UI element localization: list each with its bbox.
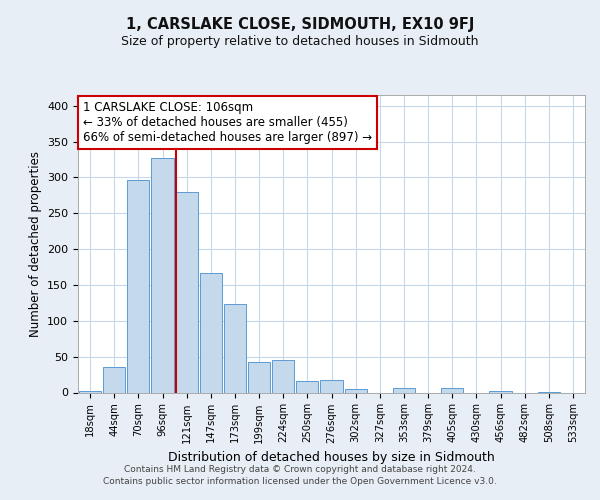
Bar — [248, 362, 270, 392]
Bar — [151, 158, 173, 392]
Bar — [127, 180, 149, 392]
Text: 1 CARSLAKE CLOSE: 106sqm
← 33% of detached houses are smaller (455)
66% of semi-: 1 CARSLAKE CLOSE: 106sqm ← 33% of detach… — [83, 101, 372, 144]
Bar — [490, 391, 512, 392]
Bar — [441, 388, 463, 392]
Bar — [103, 366, 125, 392]
Bar — [320, 380, 343, 392]
Bar — [393, 388, 415, 392]
Text: 1, CARSLAKE CLOSE, SIDMOUTH, EX10 9FJ: 1, CARSLAKE CLOSE, SIDMOUTH, EX10 9FJ — [126, 16, 474, 32]
Bar — [200, 273, 222, 392]
Text: Contains public sector information licensed under the Open Government Licence v3: Contains public sector information licen… — [103, 476, 497, 486]
Bar — [296, 381, 319, 392]
X-axis label: Distribution of detached houses by size in Sidmouth: Distribution of detached houses by size … — [168, 451, 495, 464]
Bar — [79, 391, 101, 392]
Text: Size of property relative to detached houses in Sidmouth: Size of property relative to detached ho… — [121, 34, 479, 48]
Text: Contains HM Land Registry data © Crown copyright and database right 2024.: Contains HM Land Registry data © Crown c… — [124, 464, 476, 473]
Y-axis label: Number of detached properties: Number of detached properties — [29, 151, 41, 337]
Bar — [272, 360, 295, 392]
Bar — [224, 304, 246, 392]
Bar — [176, 192, 198, 392]
Bar — [344, 389, 367, 392]
